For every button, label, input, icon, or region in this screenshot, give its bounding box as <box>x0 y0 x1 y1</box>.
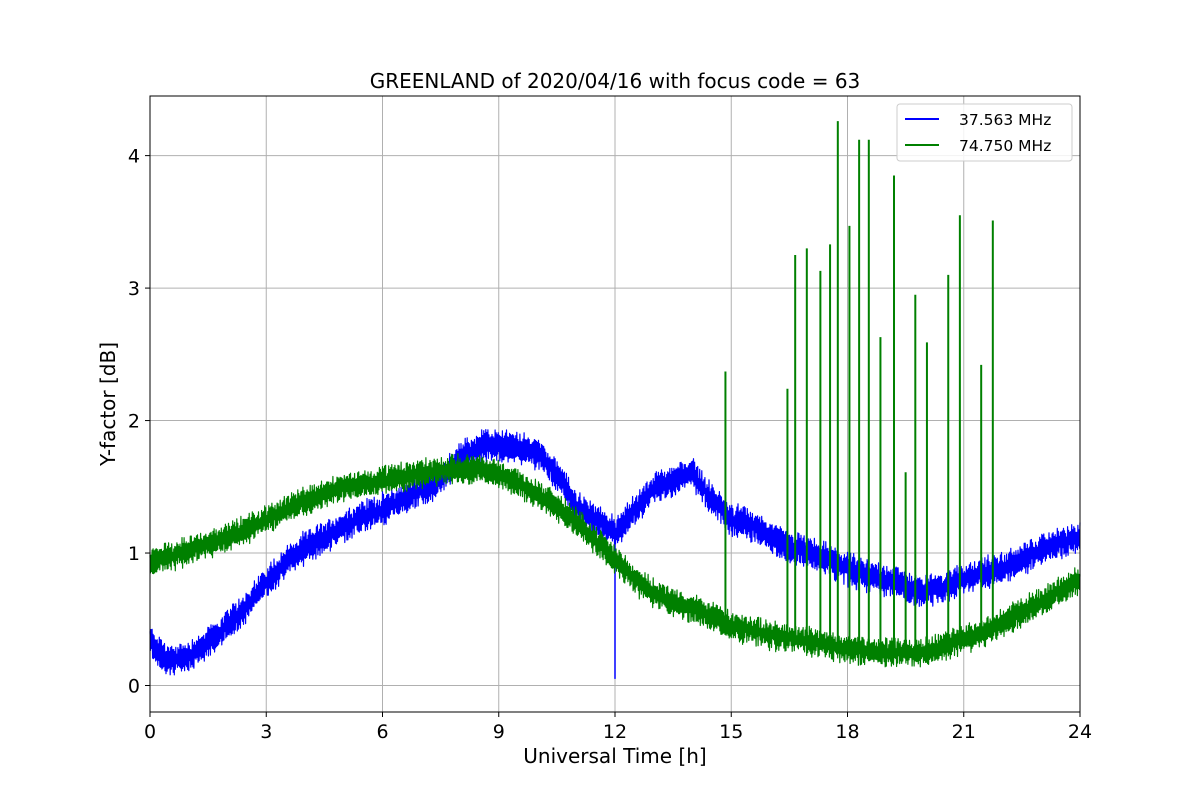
y-tick-label: 4 <box>128 146 140 168</box>
x-tick-label: 24 <box>1068 721 1092 743</box>
y-tick-label: 3 <box>128 278 140 300</box>
y-axis-label: Y-factor [dB] <box>96 342 120 467</box>
legend: 37.563 MHz 74.750 MHz <box>896 103 1073 162</box>
legend-label-74750: 74.750 MHz <box>959 137 1051 155</box>
x-tick-label: 9 <box>493 721 505 743</box>
x-tick-label: 6 <box>376 721 388 743</box>
x-tick-label: 3 <box>260 721 272 743</box>
x-axis-label: Universal Time [h] <box>523 744 706 768</box>
plot-data <box>149 121 1081 679</box>
y-tick-label: 1 <box>128 543 140 565</box>
series-line <box>149 429 1081 676</box>
x-tick-label: 12 <box>603 721 627 743</box>
legend-label-37563: 37.563 MHz <box>959 111 1051 129</box>
y-tick-label: 2 <box>128 411 140 433</box>
x-tick-label: 15 <box>719 721 743 743</box>
series-line <box>149 453 1081 668</box>
x-tick-label: 18 <box>835 721 859 743</box>
y-tick-label: 0 <box>128 676 140 698</box>
legend-box <box>896 103 1073 162</box>
x-tick-label: 21 <box>952 721 976 743</box>
chart-title: GREENLAND of 2020/04/16 with focus code … <box>370 69 861 93</box>
x-tick-label: 0 <box>144 721 156 743</box>
